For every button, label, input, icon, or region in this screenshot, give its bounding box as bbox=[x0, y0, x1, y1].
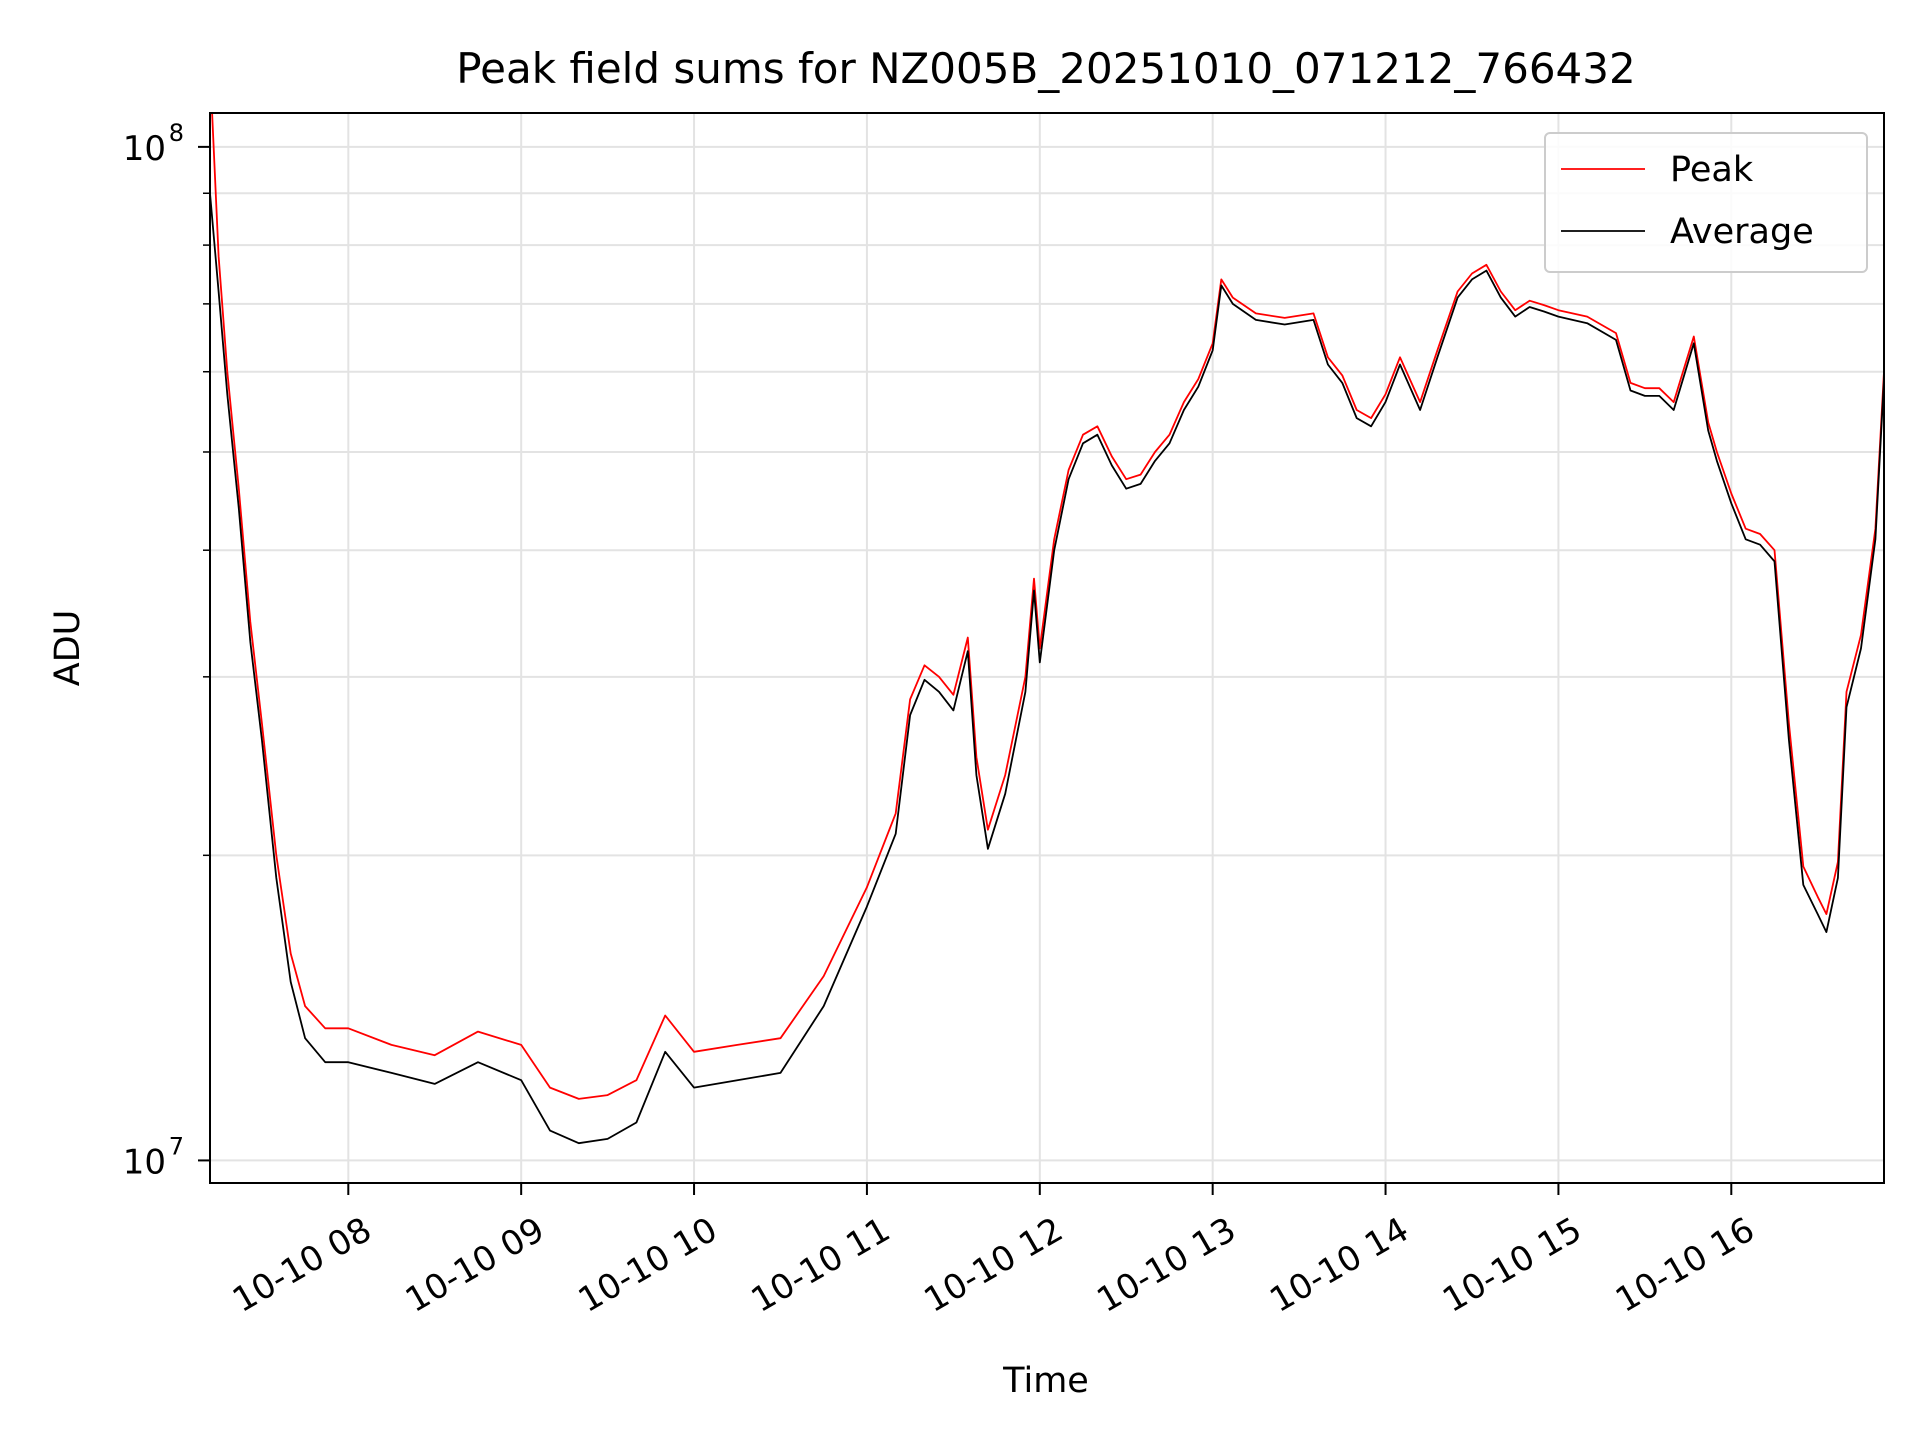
x-tick-label: 10-10 11 bbox=[745, 1210, 897, 1321]
plot-frame bbox=[209, 112, 1885, 1184]
x-tick-label: 10-10 14 bbox=[1263, 1210, 1415, 1321]
legend-label-average: Average bbox=[1670, 212, 1814, 252]
y-axis-label: ADU bbox=[48, 610, 88, 687]
y-tick-label-exponent: 8 bbox=[169, 119, 184, 147]
series-lines bbox=[210, 113, 1884, 1145]
x-tick-label: 10-10 12 bbox=[918, 1210, 1070, 1321]
series-line-average bbox=[210, 193, 1884, 1145]
grid-lines bbox=[210, 113, 1884, 1183]
legend-label-peak: Peak bbox=[1670, 150, 1754, 190]
x-tick-label: 10-10 16 bbox=[1609, 1210, 1761, 1321]
x-axis-label: Time bbox=[1002, 1361, 1089, 1401]
x-axis-ticks: 10-10 08 10-10 09 10-10 10 10-10 11 10-10 12… bbox=[226, 1183, 1761, 1321]
legend: Peak Average bbox=[1544, 132, 1868, 273]
y-tick-label-base: 10 bbox=[123, 129, 166, 169]
x-tick-label: 10-10 08 bbox=[226, 1210, 378, 1321]
chart-title: Peak field sums for NZ005B_20251010_0712… bbox=[456, 44, 1635, 93]
x-tick-label: 10-10 15 bbox=[1436, 1210, 1588, 1321]
legend-box bbox=[1544, 132, 1868, 273]
y-tick-label-base: 10 bbox=[123, 1142, 166, 1182]
x-tick-label: 10-10 10 bbox=[572, 1210, 724, 1321]
x-tick-label: 10-10 09 bbox=[399, 1210, 551, 1321]
x-tick-label: 10-10 13 bbox=[1090, 1210, 1242, 1321]
y-tick-label-exponent: 7 bbox=[169, 1132, 184, 1160]
series-line-peak bbox=[211, 113, 1884, 1100]
